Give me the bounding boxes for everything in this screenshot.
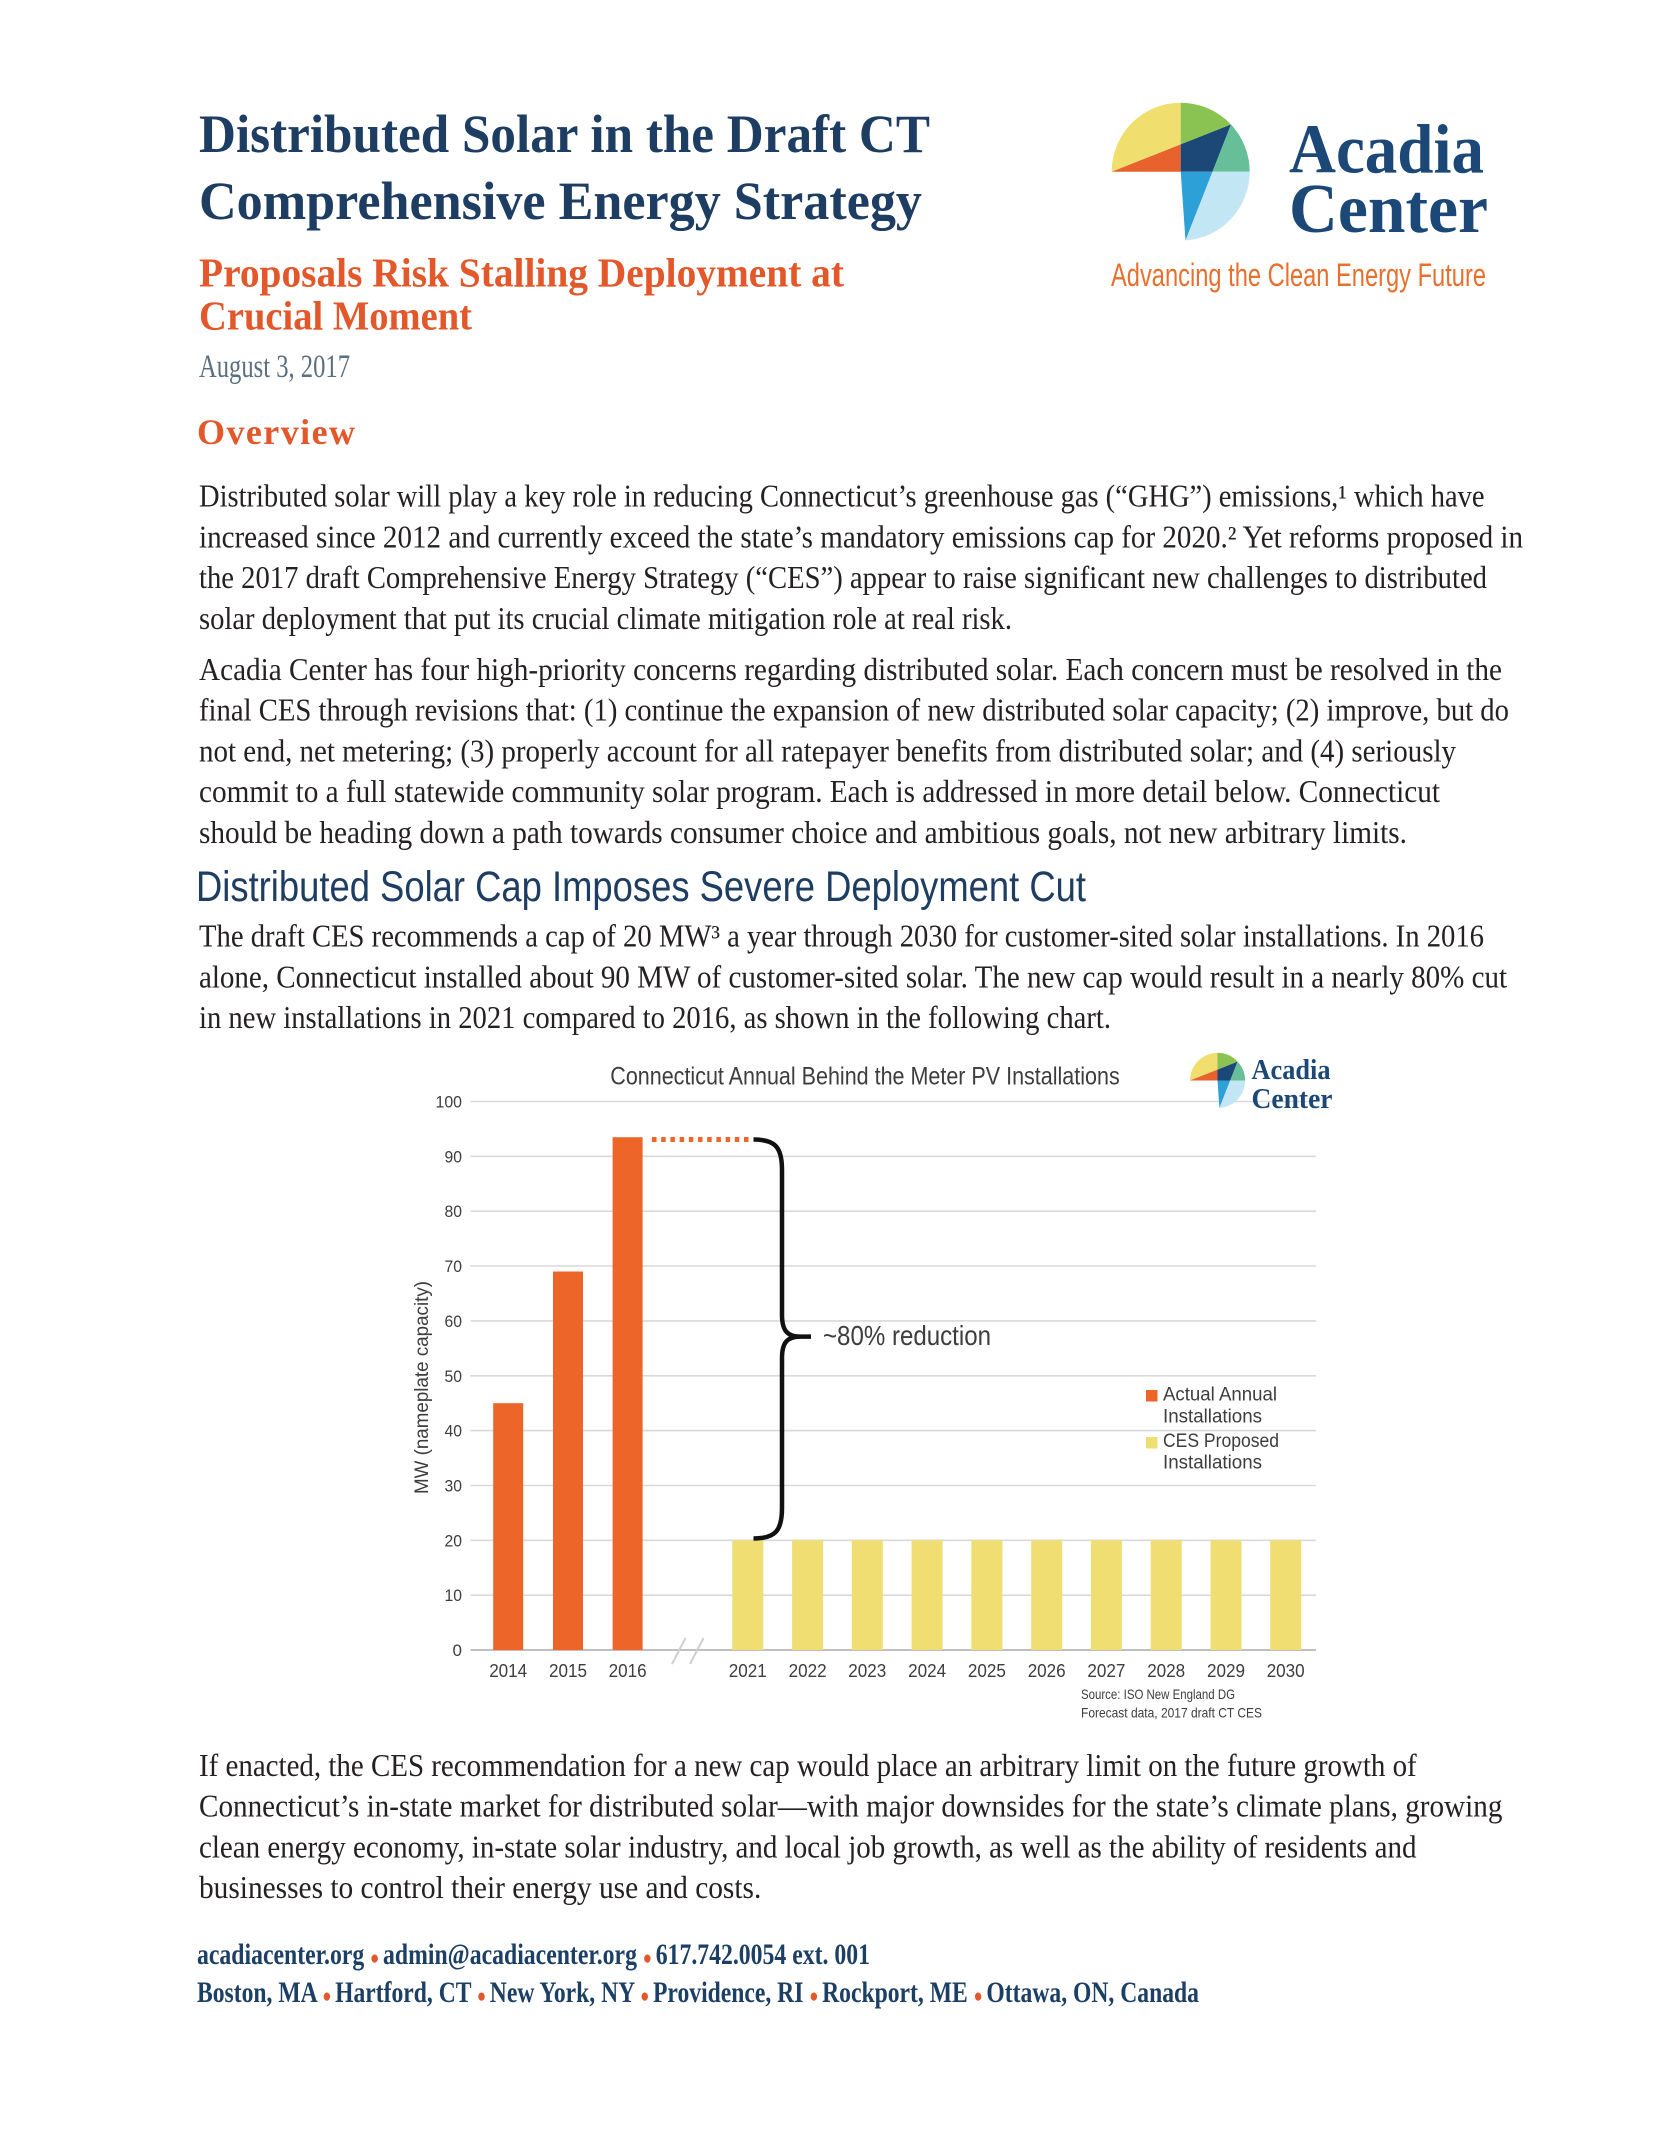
svg-text:should be heading down a path: should be heading down a path towards co…	[199, 815, 1407, 850]
svg-text:not end, net metering; (3) pro: not end, net metering; (3) properly acco…	[199, 733, 1456, 768]
svg-text:70: 70	[445, 1257, 463, 1276]
svg-text:August 3, 2017: August 3, 2017	[199, 349, 350, 385]
svg-text:80: 80	[445, 1202, 463, 1221]
svg-text:Source: ISO New England DG: Source: ISO New England DG	[1081, 1686, 1235, 1702]
svg-text:2016: 2016	[609, 1661, 647, 1681]
svg-text:The draft CES recommends a cap: The draft CES recommends a cap of 20 MW³…	[199, 919, 1484, 954]
svg-text:2023: 2023	[848, 1661, 886, 1681]
svg-text:40: 40	[445, 1422, 463, 1441]
svg-text:2026: 2026	[1028, 1661, 1066, 1681]
svg-text:~80% reduction: ~80% reduction	[823, 1320, 991, 1351]
svg-text:Advancing the Clean Energy Fut: Advancing the Clean Energy Future	[1111, 257, 1486, 293]
svg-text:clean energy economy, in-state: clean energy economy, in-state solar ind…	[199, 1829, 1417, 1864]
svg-text:2029: 2029	[1207, 1661, 1245, 1681]
svg-text:2025: 2025	[968, 1661, 1006, 1681]
svg-text:the 2017 draft Comprehensive E: the 2017 draft Comprehensive Energy Stra…	[199, 560, 1487, 595]
svg-text:30: 30	[445, 1477, 463, 1496]
svg-text:Distributed Solar in the Draft: Distributed Solar in the Draft CT	[199, 104, 930, 164]
svg-text:60: 60	[445, 1312, 463, 1331]
svg-text:MW (nameplate capacity): MW (nameplate capacity)	[412, 1281, 433, 1494]
svg-text:Installations: Installations	[1163, 1453, 1262, 1474]
svg-text:Proposals Risk Stalling Deploy: Proposals Risk Stalling Deployment at	[199, 250, 844, 296]
svg-text:Crucial Moment: Crucial Moment	[199, 293, 472, 339]
svg-text:0: 0	[453, 1641, 462, 1660]
svg-text:Center: Center	[1252, 1084, 1333, 1115]
svg-text:Boston, MA ● Hartford, CT ● Ne: Boston, MA ● Hartford, CT ● New York, NY…	[197, 1976, 1199, 2009]
svg-text:increased since 2012 and curre: increased since 2012 and currently excee…	[199, 519, 1523, 554]
svg-text:Actual Annual: Actual Annual	[1163, 1385, 1277, 1406]
svg-text:10: 10	[445, 1586, 463, 1605]
svg-text:100: 100	[436, 1093, 463, 1112]
svg-text:Comprehensive Energy Strategy: Comprehensive Energy Strategy	[199, 171, 922, 231]
svg-text:2028: 2028	[1147, 1661, 1185, 1681]
svg-text:2022: 2022	[789, 1661, 827, 1681]
svg-text:Acadia: Acadia	[1252, 1055, 1331, 1086]
svg-text:solar deployment that put its: solar deployment that put its crucial cl…	[199, 601, 1012, 636]
svg-text:final CES through revisions th: final CES through revisions that: (1) co…	[199, 693, 1509, 728]
svg-text:90: 90	[445, 1147, 463, 1166]
svg-text:Acadia Center has four high-pr: Acadia Center has four high-priority con…	[199, 652, 1502, 687]
svg-text:2021: 2021	[729, 1661, 767, 1681]
svg-text:2014: 2014	[489, 1661, 527, 1681]
svg-text:2015: 2015	[549, 1661, 587, 1681]
svg-text:CES Proposed: CES Proposed	[1163, 1431, 1279, 1452]
svg-text:20: 20	[445, 1531, 463, 1550]
svg-text:Center: Center	[1289, 171, 1488, 248]
svg-text:Forecast data, 2017 draft CT C: Forecast data, 2017 draft CT CES	[1081, 1705, 1262, 1721]
svg-text:commit to a full statewide com: commit to a full statewide community sol…	[199, 774, 1440, 809]
svg-text:acadiacenter.org ● admin@acadi: acadiacenter.org ● admin@acadiacenter.or…	[197, 1938, 870, 1971]
svg-text:Installations: Installations	[1163, 1407, 1262, 1428]
svg-text:2030: 2030	[1267, 1661, 1305, 1681]
svg-text:If enacted, the CES recommenda: If enacted, the CES recommendation for a…	[199, 1748, 1417, 1783]
svg-text:businesses to control their en: businesses to control their energy use a…	[199, 1870, 761, 1905]
svg-text:2024: 2024	[908, 1661, 946, 1681]
svg-text:Distributed solar will play a: Distributed solar will play a key role i…	[199, 479, 1485, 514]
svg-text:50: 50	[445, 1367, 463, 1386]
svg-text:Distributed Solar Cap Imposes: Distributed Solar Cap Imposes Severe Dep…	[196, 863, 1086, 911]
svg-text:Overview: Overview	[197, 412, 355, 452]
svg-text:2027: 2027	[1087, 1661, 1125, 1681]
svg-text:in new installations in 2021 c: in new installations in 2021 compared to…	[199, 1000, 1111, 1035]
svg-text:Acadia: Acadia	[1289, 112, 1484, 189]
svg-text:alone, Connecticut installed a: alone, Connecticut installed about 90 MW…	[199, 959, 1507, 994]
svg-text:Connecticut Annual Behind the: Connecticut Annual Behind the Meter PV I…	[610, 1062, 1119, 1090]
svg-text:Connecticut’s in-state market: Connecticut’s in-state market for distri…	[199, 1789, 1503, 1824]
